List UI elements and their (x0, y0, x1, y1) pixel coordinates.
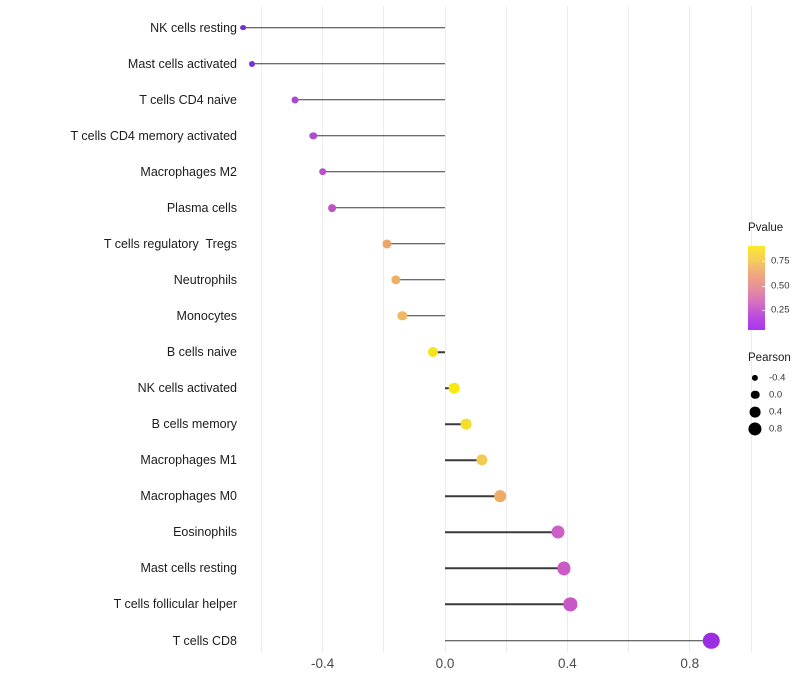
lollipop-dot (249, 60, 256, 67)
lollipop-stem (386, 243, 445, 245)
gridline (260, 6, 262, 652)
lollipop-dot (397, 311, 407, 321)
lollipop-stem (331, 207, 445, 209)
colorbar-tick-label: 0.50 (771, 280, 790, 292)
lollipop-dot (427, 346, 438, 358)
lollipop-stem (252, 62, 445, 65)
lollipop-stem (445, 495, 501, 498)
y-axis-label: Neutrophils (173, 272, 237, 287)
x-axis-tick-label: 0.8 (680, 656, 700, 671)
lollipop-stem (313, 134, 445, 137)
lollipop-stem (396, 279, 445, 281)
x-axis-tick-label: 0.4 (558, 656, 577, 671)
pearson-size-dot (751, 374, 759, 382)
gridline (322, 6, 324, 652)
lollipop-dot (240, 24, 246, 31)
lollipop-dot (448, 382, 460, 394)
pearson-size-dot (748, 422, 762, 436)
lollipop-stem (445, 531, 559, 534)
pearson-size-label: 0.0 (769, 389, 783, 401)
pearson-size-dot (750, 390, 760, 400)
gridline (444, 6, 446, 652)
colorbar-tick-label: 0.75 (771, 255, 790, 267)
lollipop-stem (322, 170, 445, 173)
pearson-size-label: -0.4 (769, 372, 786, 384)
x-axis-tick-label: 0.0 (435, 656, 455, 671)
lollipop-stem (445, 603, 571, 606)
pearson-size-label: 0.4 (769, 406, 783, 418)
gridline (505, 6, 507, 652)
pearson-size-label: 0.8 (769, 423, 783, 435)
x-axis-tick-label: -0.4 (310, 656, 335, 671)
pearson-size-dot (749, 406, 761, 418)
lollipop-stem (445, 639, 712, 642)
y-axis-label: B cells memory (151, 416, 237, 431)
lollipop-dot (494, 490, 506, 503)
lollipop-stem (445, 567, 565, 570)
y-axis-label: Mast cells resting (140, 561, 237, 576)
gridline (628, 6, 630, 652)
lollipop-stem (445, 459, 482, 461)
lollipop-dot (291, 96, 299, 104)
y-axis-label: T cells follicular helper (113, 597, 237, 612)
lollipop-stem (445, 423, 467, 425)
pvalue-colorbar (748, 246, 765, 330)
colorbar-tick (762, 310, 765, 312)
lollipop-dot (460, 418, 472, 430)
lollipop-dot (563, 597, 578, 612)
y-axis-label: T cells CD4 memory activated (70, 128, 238, 143)
lollipop-stem (295, 98, 445, 101)
y-axis-label: Mast cells activated (127, 56, 237, 71)
lollipop-dot (702, 632, 720, 649)
lollipop-dot (391, 275, 401, 285)
lollipop-dot (476, 454, 488, 466)
y-axis-label: T cells CD4 naive (139, 92, 237, 107)
y-axis-label: B cells naive (166, 344, 237, 359)
lollipop-stem (432, 351, 445, 353)
lollipop-stem (243, 26, 445, 29)
lollipop-dot (551, 525, 565, 539)
pearson-legend-title: Pearson (748, 352, 791, 364)
y-axis-label: Eosinophils (173, 525, 237, 540)
lollipop-stem (402, 315, 445, 317)
lollipop-dot (382, 239, 392, 249)
y-axis-label: T cells regulatory Tregs (103, 236, 237, 251)
y-axis-label: Plasma cells (166, 200, 237, 215)
y-axis-label: Macrophages M0 (140, 489, 237, 504)
gridline (383, 6, 385, 652)
lollipop-dot (318, 167, 327, 176)
colorbar-tick-label: 0.25 (771, 304, 790, 316)
lollipop-dot (327, 203, 336, 212)
y-axis-label: T cells CD8 (172, 633, 237, 648)
colorbar-tick (762, 260, 765, 262)
pvalue-legend-title: Pvalue (748, 222, 784, 234)
gridline (566, 6, 568, 652)
y-axis-label: Macrophages M2 (140, 164, 237, 179)
lollipop-dot (309, 131, 318, 140)
gridline (689, 6, 691, 652)
lollipop-dot (557, 561, 571, 575)
y-axis-label: NK cells activated (137, 380, 237, 395)
colorbar-tick (762, 285, 765, 287)
y-axis-label: Monocytes (176, 308, 237, 323)
y-axis-label: Macrophages M1 (140, 452, 237, 467)
y-axis-label: NK cells resting (150, 20, 237, 35)
